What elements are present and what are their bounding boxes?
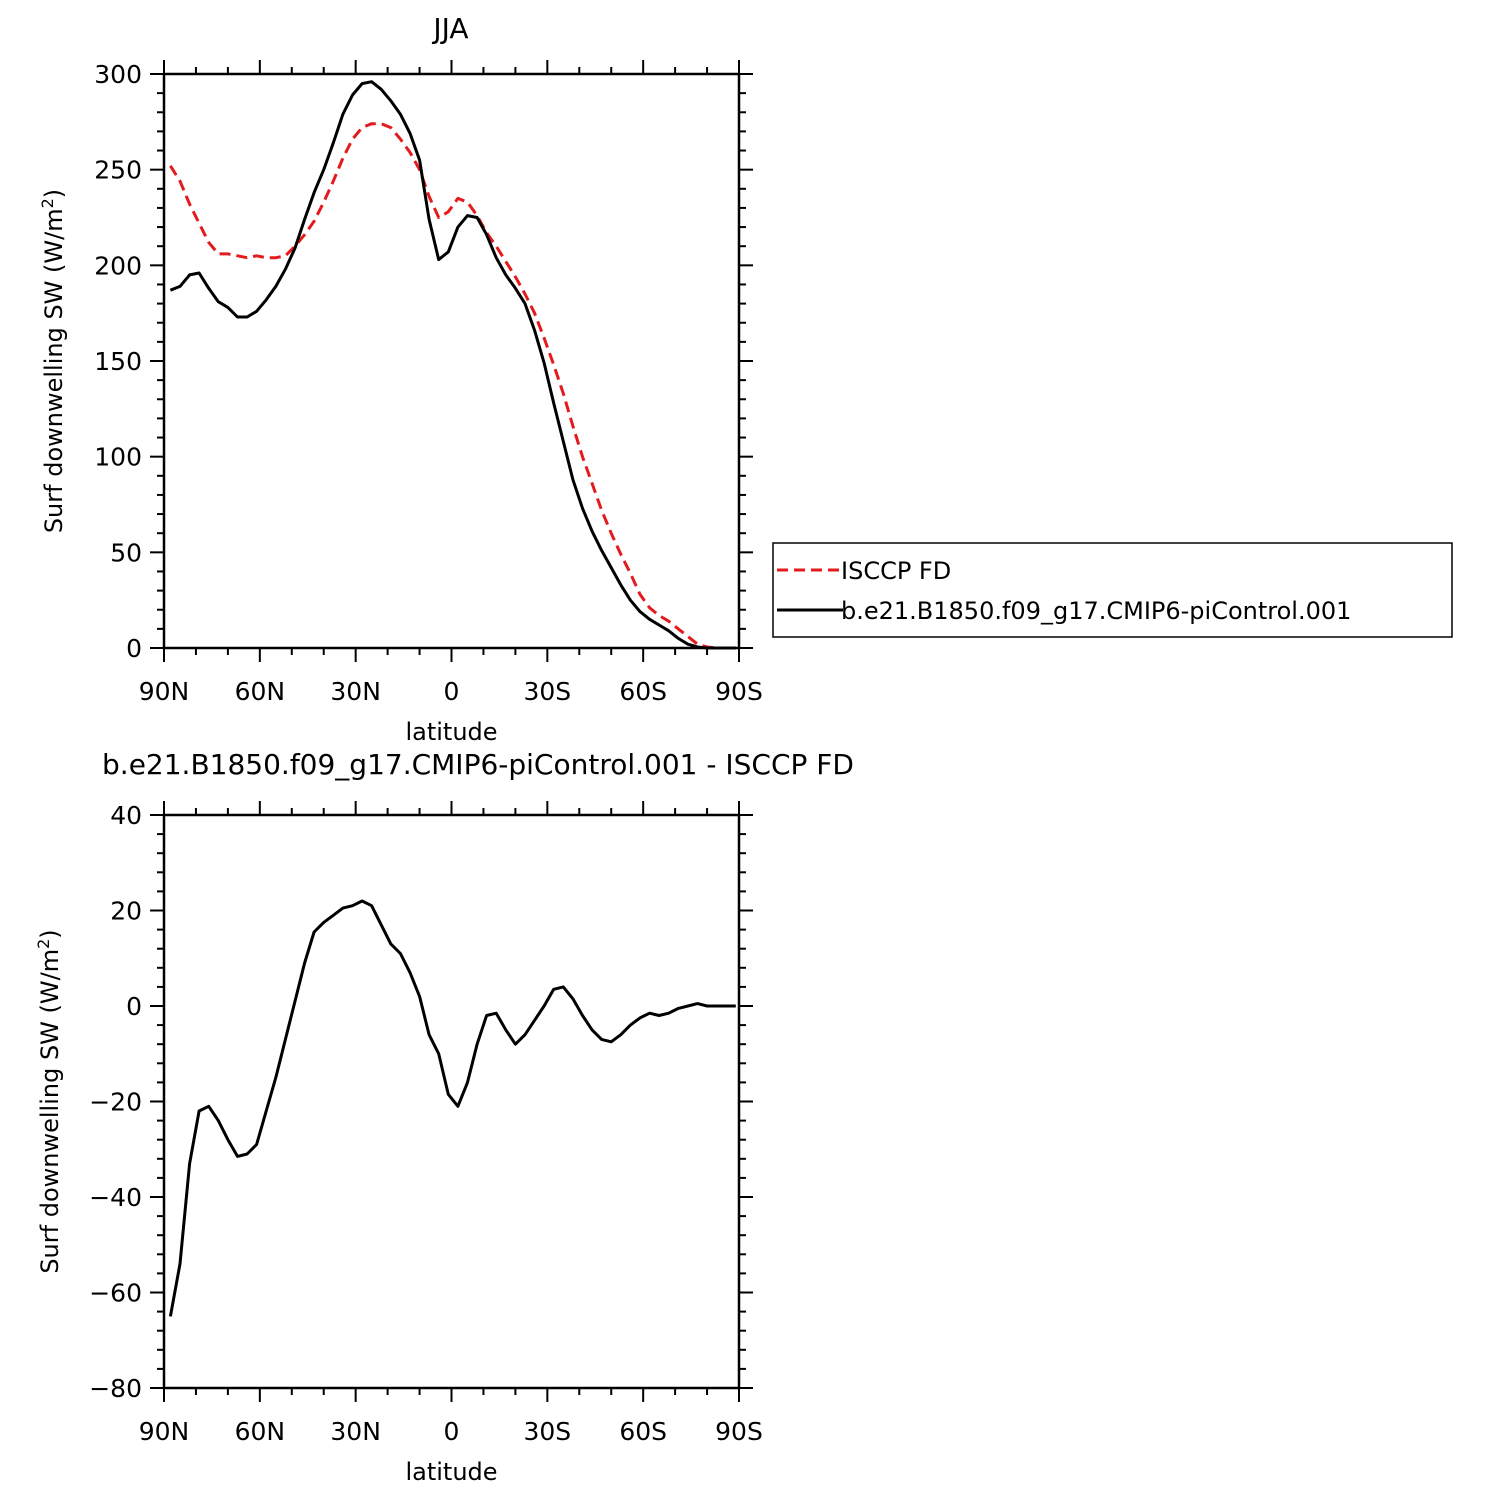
plot-frame [162, 813, 741, 1390]
y-tick-label: 150 [94, 347, 142, 376]
y-tick-label: 40 [110, 801, 142, 830]
plot-frame [162, 72, 741, 650]
series-line-1 [168, 899, 736, 1317]
legend-label-1: ISCCP FD [841, 557, 951, 585]
x-tick-label: 30N [330, 1417, 381, 1446]
x-tick-label: 0 [444, 677, 460, 706]
x-tick-label: 30N [330, 677, 381, 706]
x-tick-label: 60N [235, 1417, 286, 1446]
y-tick-label: 50 [110, 538, 142, 567]
y-tick-label: 100 [94, 443, 142, 472]
chart-panel-1: JJA 0 50 100 150 200 250 300 90N 60N 30N 0 30S 60S 90S… [38, 12, 1453, 746]
x-tick-label: 0 [444, 1417, 460, 1446]
y-tick-label: −20 [89, 1088, 142, 1117]
y-axis-label: Surf downwelling SW (W/m2) [34, 929, 64, 1273]
chart-title: JJA [431, 12, 468, 45]
series-line-2 [169, 80, 736, 650]
y-tick-label: −60 [89, 1279, 142, 1308]
legend-label-2: b.e21.B1850.f09_g17.CMIP6-piControl.001 [841, 597, 1351, 625]
y-tick-label: −80 [89, 1374, 142, 1403]
y-tick-label: 200 [94, 251, 142, 280]
x-tick-label: 90N [139, 1417, 190, 1446]
x-tick-label: 90N [139, 677, 190, 706]
x-tick-label: 30S [523, 1417, 571, 1446]
x-axis-label: latitude [405, 718, 497, 746]
y-tick-label: 250 [94, 156, 142, 185]
x-tick-label: 60N [235, 677, 286, 706]
x-tick-label: 60S [619, 1417, 667, 1446]
chart-title: b.e21.B1850.f09_g17.CMIP6-piControl.001 … [102, 748, 854, 781]
x-tick-label: 90S [715, 1417, 763, 1446]
x-axis-label: latitude [405, 1458, 497, 1486]
y-tick-label: 20 [110, 897, 142, 926]
x-tick-label: 90S [715, 677, 763, 706]
chart-panel-2: b.e21.B1850.f09_g17.CMIP6-piControl.001 … [34, 748, 854, 1486]
y-tick-label: −40 [89, 1183, 142, 1212]
legend-box [772, 542, 1453, 638]
x-tick-label: 30S [523, 677, 571, 706]
y-tick-label: 0 [126, 992, 142, 1021]
series-line-1 [169, 122, 736, 650]
y-tick-label: 0 [126, 634, 142, 663]
y-axis-label: Surf downwelling SW (W/m2) [38, 189, 68, 533]
x-tick-label: 60S [619, 677, 667, 706]
legend: ISCCP FD b.e21.B1850.f09_g17.CMIP6-piCont… [772, 542, 1453, 638]
y-tick-label: 300 [94, 60, 142, 89]
